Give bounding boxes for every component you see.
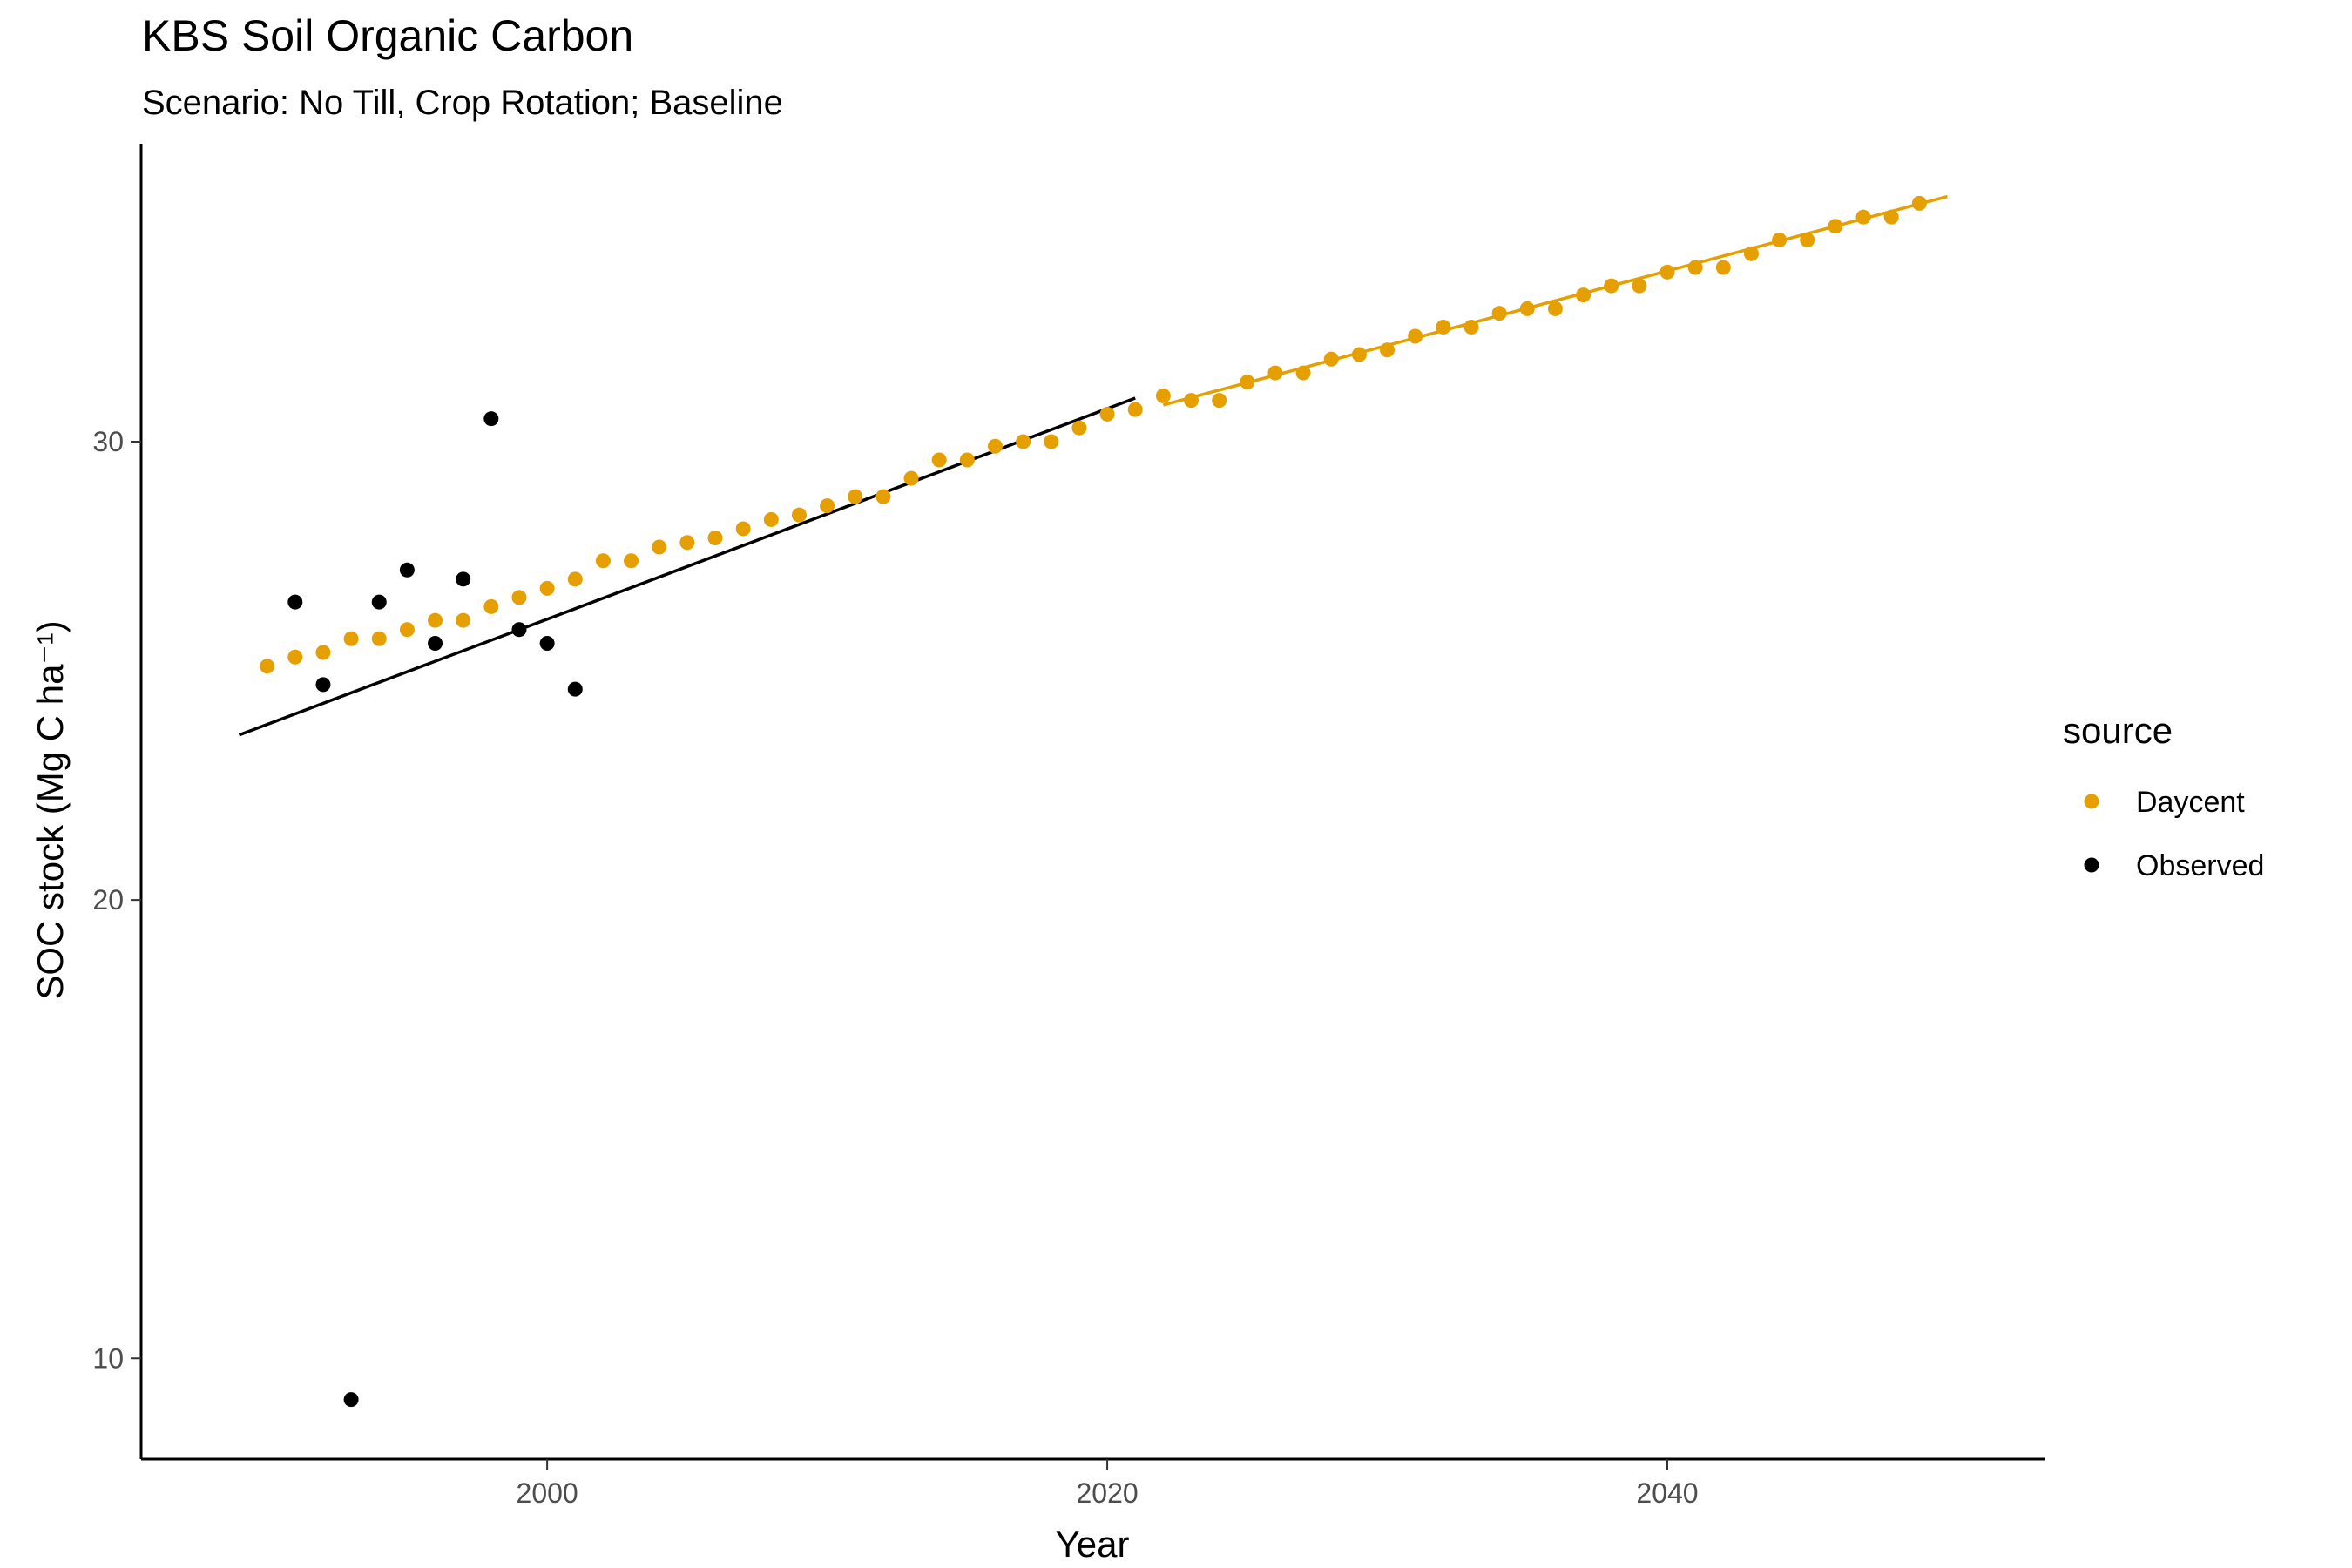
daycent-point	[483, 598, 499, 614]
daycent-point	[1604, 278, 1619, 294]
daycent-point	[1687, 260, 1703, 275]
observed-point	[456, 571, 471, 587]
daycent-point	[1044, 434, 1059, 449]
daycent-point	[959, 452, 975, 468]
daycent-point	[567, 571, 583, 587]
daycent-trend-line	[1162, 194, 1948, 407]
daycent-point	[1267, 365, 1283, 381]
daycent-point	[1855, 209, 1871, 225]
daycent-point	[1127, 402, 1143, 417]
observed-point	[511, 622, 527, 638]
x-tick-label: 2020	[1076, 1477, 1138, 1509]
x-axis-label: Year	[1056, 1524, 1130, 1565]
observed-point	[567, 681, 583, 697]
daycent-point	[1883, 209, 1899, 225]
daycent-point	[903, 470, 919, 486]
daycent-point	[1351, 347, 1367, 362]
daycent-point	[1071, 420, 1087, 436]
daycent-point	[987, 438, 1003, 454]
observed-point	[315, 677, 331, 693]
daycent-point	[1911, 195, 1927, 211]
daycent-point	[260, 659, 275, 674]
daycent-point	[1547, 301, 1563, 316]
daycent-point	[1212, 393, 1227, 409]
daycent-point	[287, 649, 303, 665]
observed-point	[343, 1392, 359, 1408]
legend-title: source	[2063, 710, 2173, 751]
daycent-point	[848, 489, 863, 504]
daycent-point	[1436, 319, 1451, 335]
daycent-legend-label: Daycent	[2136, 786, 2245, 819]
daycent-point	[1408, 328, 1423, 344]
daycent-point	[1519, 301, 1535, 316]
daycent-point	[791, 507, 807, 523]
observed-point	[287, 594, 303, 610]
y-tick-label: 10	[92, 1342, 124, 1374]
daycent-point	[428, 612, 443, 628]
observed-point	[371, 594, 387, 610]
daycent-point	[820, 498, 835, 514]
daycent-point	[315, 645, 331, 660]
daycent-point	[1743, 246, 1759, 261]
observed-legend-label: Observed	[2136, 849, 2264, 882]
y-tick-label: 30	[92, 426, 124, 457]
observed-legend-key	[2084, 857, 2099, 873]
daycent-point	[1632, 278, 1647, 294]
chart-title: KBS Soil Organic Carbon	[142, 11, 633, 60]
daycent-point	[1576, 287, 1592, 303]
daycent-point	[652, 539, 667, 555]
observed-point	[428, 635, 443, 651]
daycent-point	[1463, 319, 1479, 335]
daycent-point	[399, 622, 415, 638]
daycent-point	[1184, 393, 1200, 409]
daycent-point	[511, 590, 527, 605]
daycent-point	[1491, 306, 1507, 321]
daycent-point	[1772, 232, 1788, 247]
daycent-point	[763, 511, 779, 527]
daycent-legend-key	[2084, 794, 2099, 809]
daycent-point	[679, 535, 695, 551]
y-tick-label: 20	[92, 884, 124, 916]
daycent-point	[1099, 406, 1115, 422]
daycent-point	[1295, 365, 1311, 381]
daycent-point	[1659, 264, 1675, 280]
daycent-point	[624, 553, 639, 569]
observed-point	[483, 411, 499, 427]
daycent-point	[707, 530, 723, 545]
plot-area: 2000 2020 2040 10 20 30	[92, 144, 2045, 1509]
daycent-point	[1155, 388, 1171, 403]
observed-trend-line	[238, 396, 1136, 737]
daycent-point	[1380, 342, 1396, 358]
daycent-point	[875, 489, 891, 504]
observed-point	[399, 562, 415, 578]
x-tick-label: 2000	[517, 1477, 578, 1509]
daycent-point	[735, 521, 751, 537]
x-tick-label: 2040	[1636, 1477, 1698, 1509]
daycent-point	[1240, 375, 1255, 390]
legend: Daycent Observed	[2084, 786, 2264, 882]
daycent-point	[539, 580, 555, 596]
daycent-point	[1016, 434, 1031, 449]
daycent-point	[343, 631, 359, 646]
daycent-point	[1715, 260, 1731, 275]
daycent-point	[1323, 351, 1339, 367]
daycent-point	[1800, 232, 1815, 247]
daycent-point	[371, 631, 387, 646]
y-axis-label: SOC stock (Mg C ha⁻¹)	[30, 620, 71, 999]
daycent-point	[931, 452, 947, 468]
observed-point	[539, 635, 555, 651]
daycent-point	[456, 612, 471, 628]
daycent-point	[1828, 219, 1843, 234]
chart-subtitle: Scenario: No Till, Crop Rotation; Baseli…	[142, 84, 783, 122]
daycent-point	[595, 553, 611, 569]
